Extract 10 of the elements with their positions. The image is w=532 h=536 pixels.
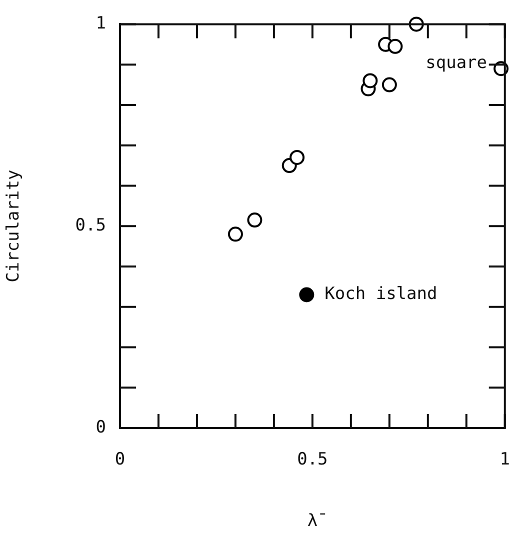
- x-tick-label: 1: [500, 450, 510, 470]
- y-axis-title: Circularity: [4, 170, 24, 282]
- annotation: Koch island: [324, 284, 438, 304]
- x-axis-title: λ̄: [307, 511, 326, 532]
- x-tick-label: 0: [114, 450, 126, 470]
- annotation: square: [426, 53, 488, 74]
- x-tick-label: 0.5: [297, 450, 328, 470]
- y-tick-label: 0.5: [75, 216, 106, 236]
- y-tick-label: 0: [96, 417, 106, 438]
- y-tick-label: 1: [96, 14, 106, 34]
